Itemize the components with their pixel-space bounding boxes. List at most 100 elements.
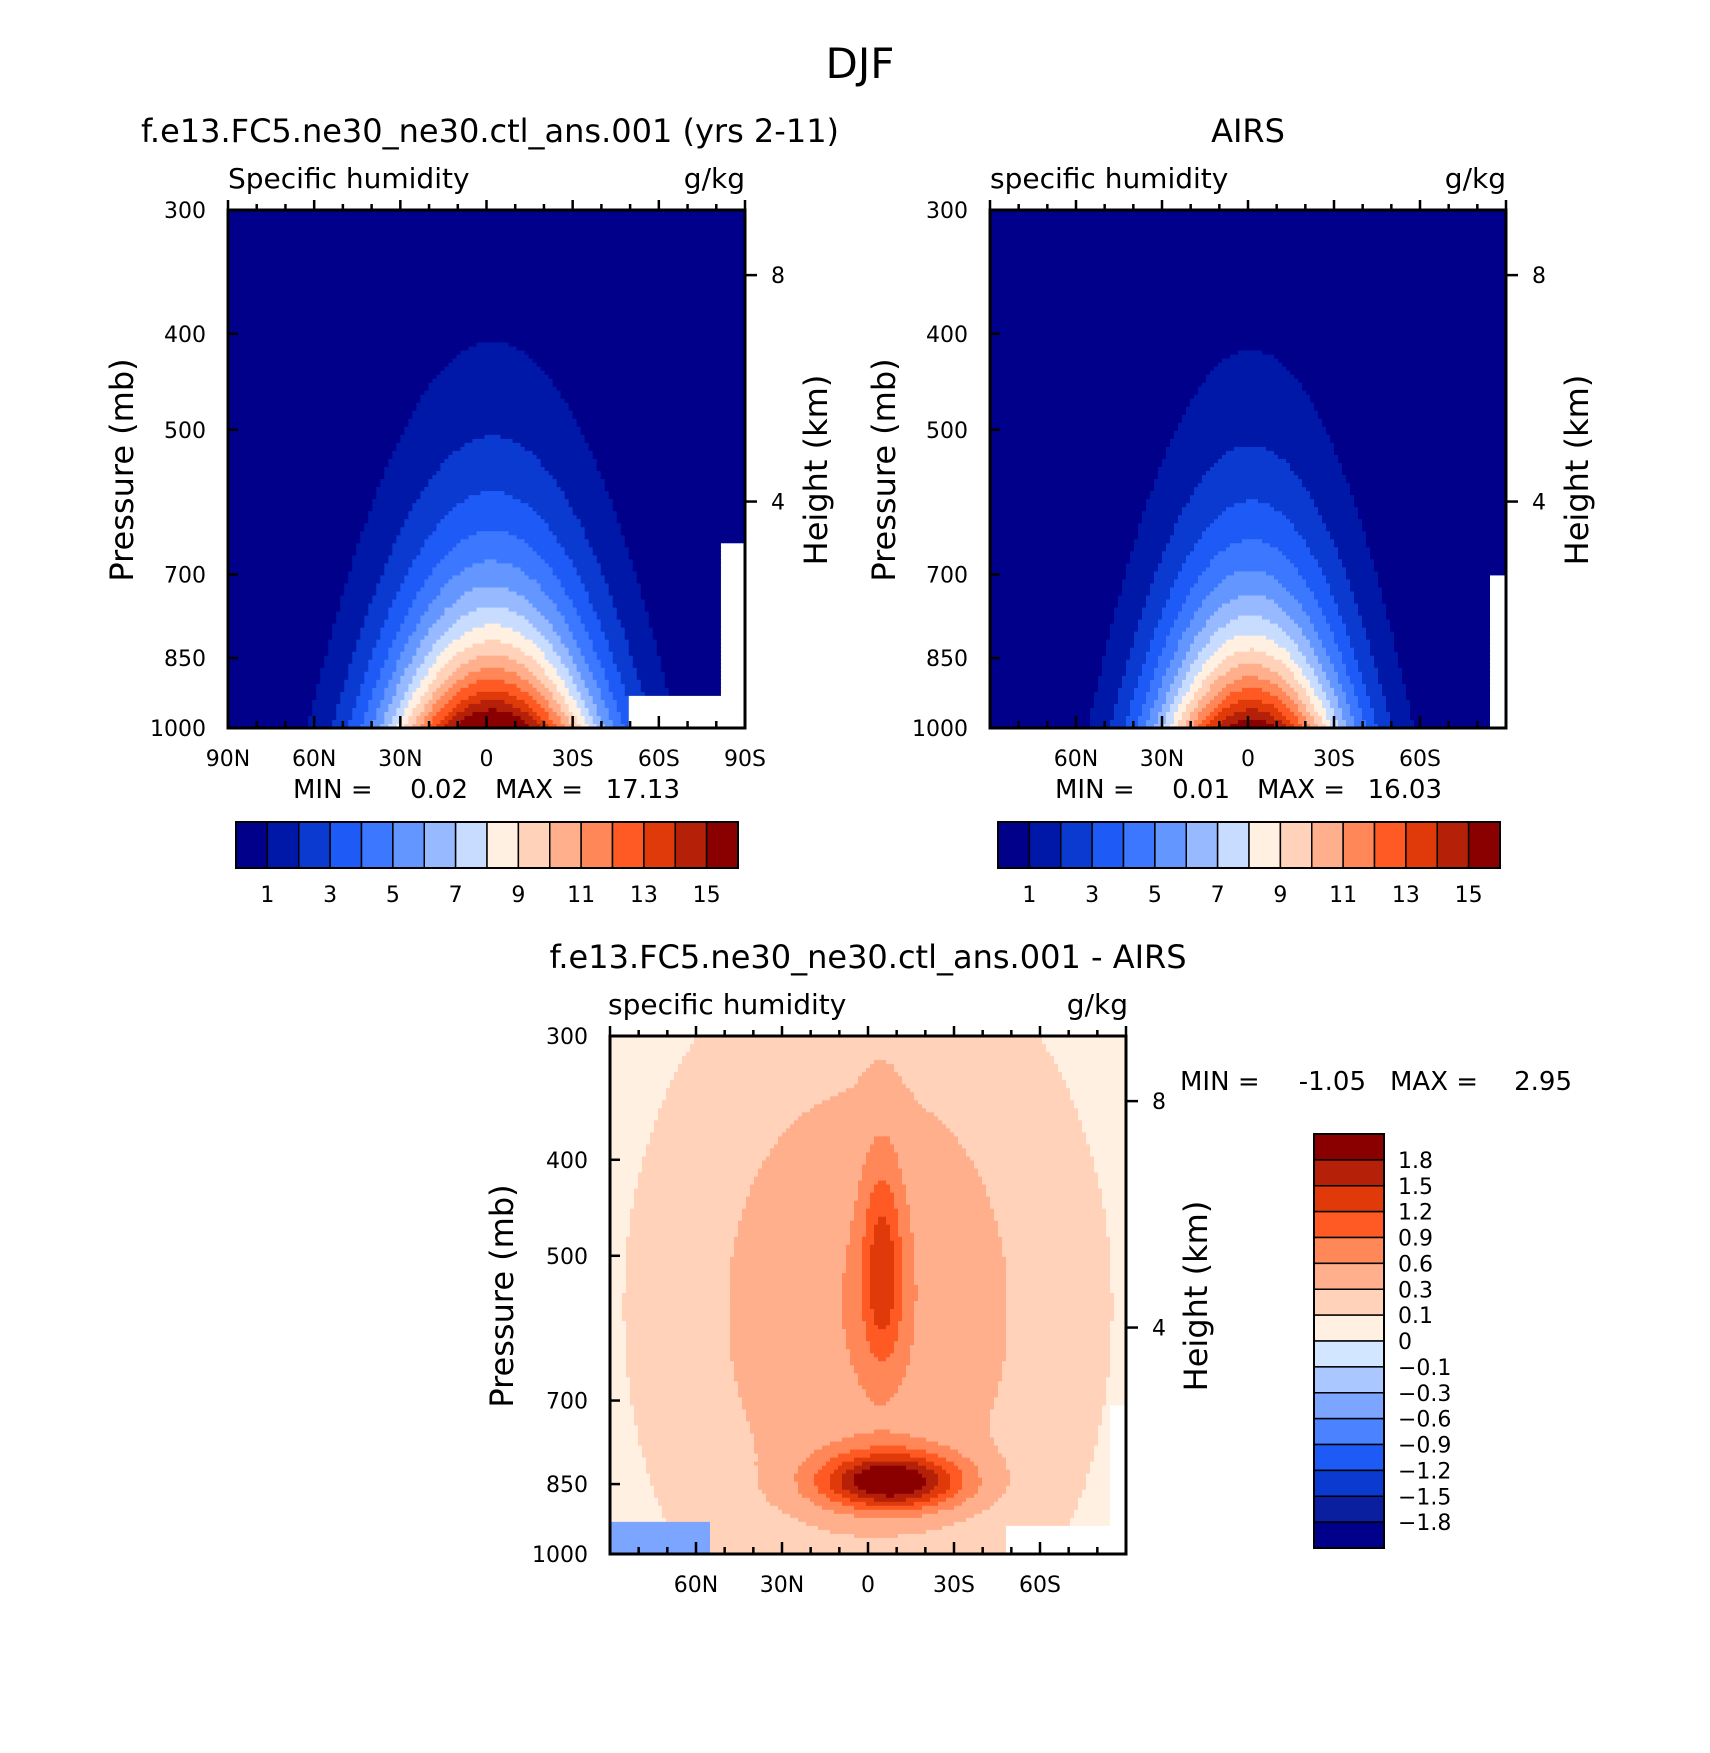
panel-airs-colorbar-swatch xyxy=(1467,821,1501,869)
panel-model-colorbar-label: 1 xyxy=(260,883,274,908)
panel-airs-xtick-label: 30N xyxy=(1140,747,1184,772)
panel-airs-colorbar-swatch xyxy=(1216,821,1250,869)
panel-model-colorbar: 1 3 5 7 9 11 13 15 xyxy=(235,821,739,908)
panel-airs-ylabel: Pressure (mb) xyxy=(865,358,903,581)
panel-diff-ytick-right-label: 4 xyxy=(1152,1317,1166,1342)
panel-diff-colorbar-label: −1.5 xyxy=(1398,1485,1451,1510)
panel-model-colorbar-swatch xyxy=(580,821,614,869)
panel-airs-ylabel-right: Height (km) xyxy=(1558,375,1596,566)
panel-airs: AIRS specific humidity g/kg Pressure (mb… xyxy=(865,112,1596,908)
panel-model-colorbar-swatch xyxy=(298,821,331,869)
panel-model-ticks xyxy=(226,200,757,730)
panel-diff-contours xyxy=(610,1036,1126,1554)
panel-diff-xtick-label: 60S xyxy=(1019,1573,1061,1598)
panel-diff-colorbar-swatch xyxy=(1313,1133,1385,1161)
panel-model-left-label: Specific humidity xyxy=(228,162,470,195)
panel-model-contours xyxy=(228,210,745,728)
panel-model-colorbar-swatch xyxy=(423,821,457,869)
panel-diff-colorbar-label: −0.3 xyxy=(1398,1382,1451,1407)
panel-diff-colorbar-label: −1.8 xyxy=(1398,1511,1451,1536)
panel-diff-xtick-label: 30N xyxy=(760,1573,804,1598)
panel-model-colorbar-swatch xyxy=(329,821,363,869)
panel-model-colorbar-label: 3 xyxy=(323,883,337,908)
panel-airs-min-value: 0.01 xyxy=(1172,775,1230,805)
panel-diff-ytick-label: 300 xyxy=(546,1025,588,1050)
panel-airs-xtick-label: 30S xyxy=(1313,747,1355,772)
panel-airs-colorbar-label: 7 xyxy=(1211,883,1225,908)
panel-airs-colorbar-label: 13 xyxy=(1392,883,1420,908)
panel-airs-colorbar-swatch xyxy=(1342,821,1376,869)
panel-diff-colorbar-label: 0.3 xyxy=(1398,1278,1433,1303)
panel-diff-min-label: MIN = xyxy=(1180,1067,1260,1097)
panel-diff-colorbar-label: 0 xyxy=(1398,1330,1412,1355)
panel-diff-colorbar-swatch xyxy=(1313,1443,1385,1472)
panel-model-ylabel-right: Height (km) xyxy=(797,375,835,566)
panel-airs-xtick-label: 0 xyxy=(1241,747,1255,772)
panel-diff-colorbar-swatch xyxy=(1313,1521,1385,1549)
panel-airs-ytick-label: 500 xyxy=(926,419,968,444)
panel-diff-unit: g/kg xyxy=(1067,988,1128,1021)
panel-diff-colorbar-label: −0.6 xyxy=(1398,1408,1451,1433)
panel-airs-colorbar-label: 9 xyxy=(1273,883,1287,908)
panel-diff-colorbar-swatch xyxy=(1313,1185,1385,1213)
panel-model-ylabel: Pressure (mb) xyxy=(103,358,141,581)
figure-title: DJF xyxy=(826,39,895,88)
panel-diff-ylabel: Pressure (mb) xyxy=(483,1184,521,1407)
panel-airs-min-label: MIN = xyxy=(1055,775,1135,805)
panel-model-colorbar-label: 5 xyxy=(386,883,400,908)
panel-model-unit: g/kg xyxy=(684,162,745,195)
panel-model-colorbar-swatch xyxy=(549,821,582,869)
panel-model-ytick-label: 500 xyxy=(164,419,206,444)
panel-diff-max-value: 2.95 xyxy=(1514,1067,1572,1097)
panel-model-ytick-label: 850 xyxy=(164,647,206,672)
panel-model-colorbar-label: 11 xyxy=(567,883,595,908)
panel-diff-colorbar-swatch xyxy=(1313,1262,1385,1290)
panel-airs-colorbar-label: 5 xyxy=(1148,883,1162,908)
panel-diff-ytick-label: 1000 xyxy=(532,1543,588,1568)
panel-airs-colorbar-swatch xyxy=(1248,821,1282,869)
panel-diff-colorbar-label: 1.5 xyxy=(1398,1175,1433,1200)
panel-model-ytick-label: 300 xyxy=(164,199,206,224)
panel-model-max-value: 17.13 xyxy=(606,775,680,805)
panel-airs-ytick-right-label: 4 xyxy=(1532,491,1546,516)
panel-model-ytick-label: 700 xyxy=(164,564,206,589)
panel-airs-colorbar-swatch xyxy=(1122,821,1156,869)
panel-diff-ticks xyxy=(608,1026,1138,1556)
panel-diff-left-label: specific humidity xyxy=(608,988,846,1021)
panel-model-xtick-label: 90S xyxy=(724,747,766,772)
panel-diff-xtick-label: 60N xyxy=(674,1573,718,1598)
panel-diff-ylabel-right: Height (km) xyxy=(1177,1201,1215,1392)
panel-airs-ytick-label: 300 xyxy=(926,199,968,224)
panel-diff-colorbar-swatch xyxy=(1313,1210,1385,1239)
panel-airs-colorbar-swatch xyxy=(1311,821,1344,869)
panel-airs-ytick-label: 700 xyxy=(926,564,968,589)
panel-airs-colorbar-label: 1 xyxy=(1022,883,1036,908)
panel-model-xtick-label: 0 xyxy=(480,747,494,772)
panel-model-colorbar-swatch xyxy=(454,821,488,869)
panel-airs-colorbar-swatch xyxy=(1185,821,1219,869)
panel-model-colorbar-swatch xyxy=(517,821,551,869)
panel-diff-colorbar-swatch xyxy=(1313,1469,1385,1497)
panel-model-colorbar-swatch xyxy=(705,821,739,869)
panel-airs-title: AIRS xyxy=(1211,112,1285,150)
panel-diff-ytick-label: 850 xyxy=(546,1473,588,1498)
panel-diff-colorbar-swatch xyxy=(1313,1495,1385,1523)
panel-airs-max-label: MAX = xyxy=(1257,775,1345,805)
panel-diff-xtick-label: 0 xyxy=(861,1573,875,1598)
panel-diff-colorbar-label: 1.2 xyxy=(1398,1201,1433,1226)
panel-diff-colorbar-label: 0.1 xyxy=(1398,1304,1433,1329)
panel-diff-colorbar-swatch xyxy=(1313,1236,1385,1265)
panel-model-colorbar-swatch xyxy=(266,821,300,869)
panel-airs-colorbar-swatch xyxy=(1060,821,1093,869)
panel-airs-colorbar-swatch xyxy=(1279,821,1313,869)
panel-airs-colorbar-swatch xyxy=(1154,821,1187,869)
panel-airs-colorbar-swatch xyxy=(1405,821,1438,869)
panel-model-xtick-label: 30S xyxy=(552,747,594,772)
panel-airs-colorbar-label: 15 xyxy=(1455,883,1483,908)
panel-airs-ytick-right-label: 8 xyxy=(1532,264,1546,289)
panel-model-colorbar-swatch xyxy=(486,821,520,869)
panel-airs-ticks xyxy=(988,200,1518,730)
panel-diff-title: f.e13.FC5.ne30_ne30.ctl_ans.001 - AIRS xyxy=(549,938,1186,976)
panel-model-colorbar-swatch xyxy=(643,821,676,869)
